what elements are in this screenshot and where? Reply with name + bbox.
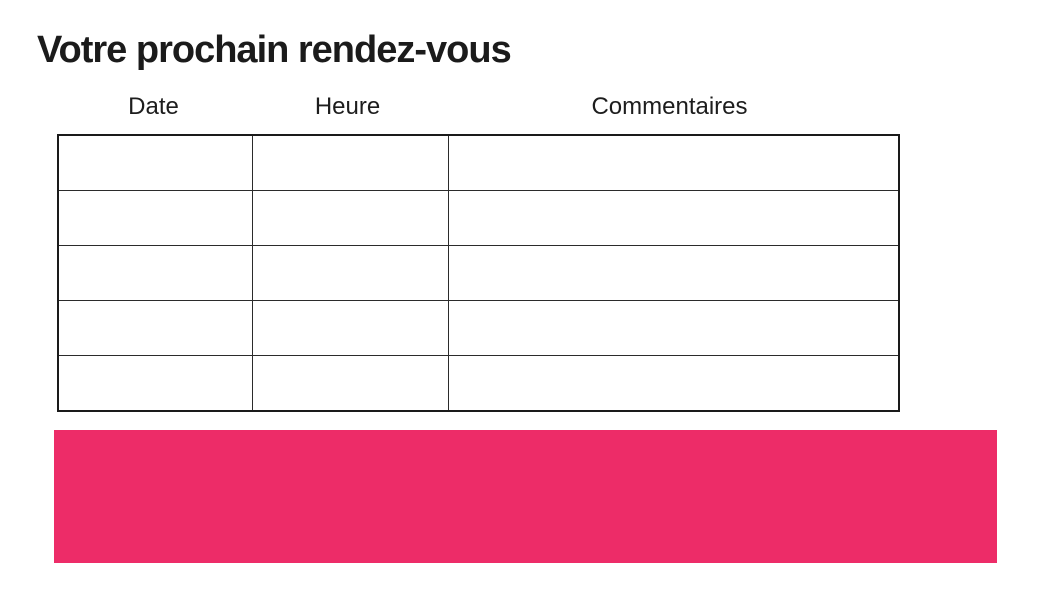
table-column-headers: Date Heure Commentaires — [57, 92, 894, 124]
table-row — [57, 190, 900, 246]
table-cell — [448, 300, 900, 356]
table-row — [57, 134, 900, 191]
table-row — [57, 355, 900, 412]
table-cell — [57, 190, 253, 246]
table-cell — [252, 134, 449, 191]
table-cell — [448, 355, 900, 412]
page-title: Votre prochain rendez-vous — [37, 29, 512, 71]
table-cell — [448, 190, 900, 246]
table-row — [57, 245, 900, 301]
column-header-heure: Heure — [314, 93, 381, 120]
table-cell — [448, 134, 900, 191]
table-row — [57, 300, 900, 356]
table-cell — [448, 245, 900, 301]
column-header-commentaires: Commentaires — [591, 93, 748, 120]
table-cell — [57, 355, 253, 412]
table-cell — [252, 355, 449, 412]
table-cell — [252, 190, 449, 246]
table-cell — [252, 245, 449, 301]
appointments-table — [57, 134, 900, 412]
table-cell — [57, 245, 253, 301]
table-cell — [57, 134, 253, 191]
column-header-date: Date — [128, 93, 179, 120]
table-cell — [57, 300, 253, 356]
pink-highlight-band — [54, 430, 997, 563]
appointments-table-body — [57, 134, 900, 412]
table-cell — [252, 300, 449, 356]
